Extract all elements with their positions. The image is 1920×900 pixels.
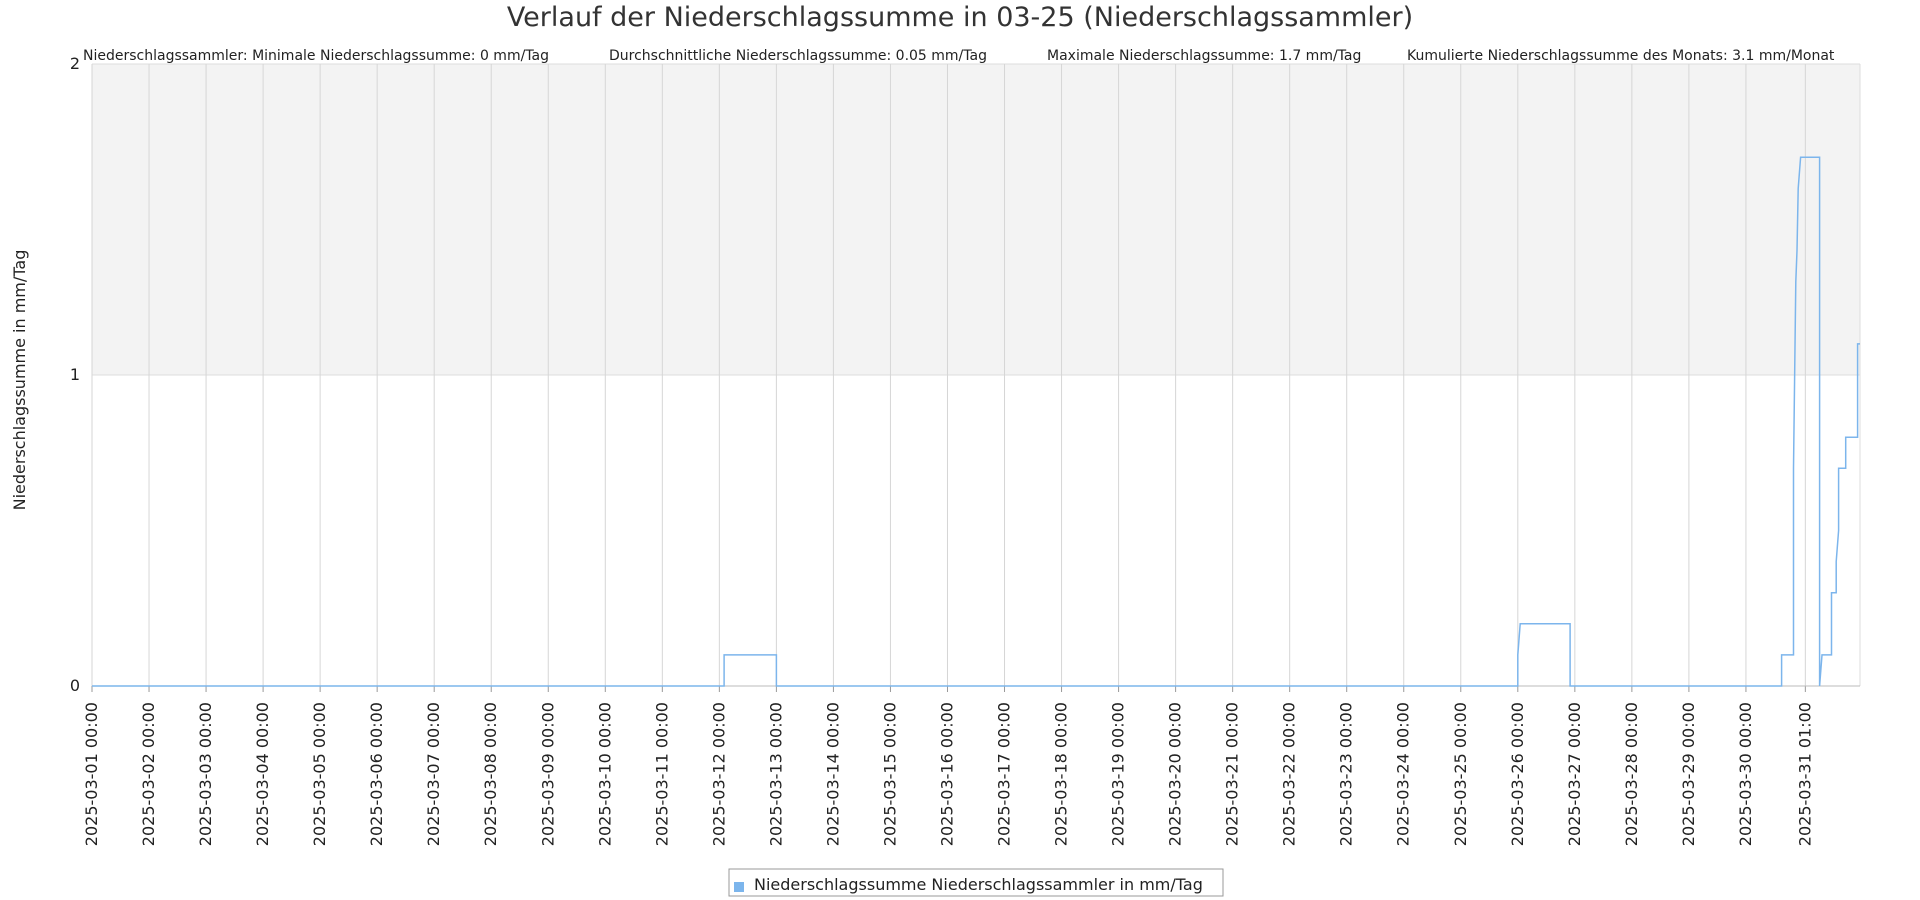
x-tick-label: 2025-03-21 00:00 — [1223, 702, 1242, 846]
x-tick-label: 2025-03-13 00:00 — [766, 702, 785, 846]
y-tick-label: 1 — [70, 365, 80, 384]
plot-band — [92, 64, 1860, 375]
x-tick-label: 2025-03-23 00:00 — [1337, 702, 1356, 846]
x-tick-label: 2025-03-26 00:00 — [1508, 702, 1527, 846]
x-tick-label: 2025-03-14 00:00 — [823, 702, 842, 846]
x-tick-label: 2025-03-28 00:00 — [1622, 702, 1641, 846]
y-axis: 0 1 2 — [70, 54, 80, 695]
x-tick-label: 2025-03-31 01:00 — [1795, 702, 1814, 846]
legend-swatch — [734, 882, 744, 892]
x-tick-label: 2025-03-22 00:00 — [1280, 702, 1299, 846]
x-tick-label: 2025-03-17 00:00 — [995, 702, 1014, 846]
x-tick-label: 2025-03-04 00:00 — [253, 702, 272, 846]
stat-min: Niederschlagssammler: Minimale Niedersch… — [83, 48, 549, 64]
x-tick-label: 2025-03-29 00:00 — [1679, 702, 1698, 846]
x-tick-label: 2025-03-24 00:00 — [1394, 702, 1413, 846]
y-axis-label: Niederschlagssumme in mm/Tag — [10, 250, 29, 511]
x-tick-label: 2025-03-12 00:00 — [709, 702, 728, 846]
x-tick-label: 2025-03-15 00:00 — [880, 702, 899, 846]
grid — [91, 63, 1861, 687]
stat-cumulative: Kumulierte Niederschlagssumme des Monats… — [1407, 48, 1835, 64]
x-tick-label: 2025-03-08 00:00 — [481, 702, 500, 846]
series-line — [92, 156, 1860, 687]
x-tick-label: 2025-03-05 00:00 — [310, 702, 329, 846]
stat-max: Maximale Niederschlagssumme: 1.7 mm/Tag — [1047, 48, 1361, 64]
legend[interactable]: Niederschlagssumme Niederschlagssammler … — [728, 868, 1224, 897]
legend-box — [728, 868, 1224, 897]
x-tick-label: 2025-03-10 00:00 — [595, 702, 614, 846]
legend-label: Niederschlagssumme Niederschlagssammler … — [754, 875, 1203, 894]
x-tick-label: 2025-03-09 00:00 — [538, 702, 557, 846]
y-tick-label: 2 — [70, 54, 80, 73]
y-tick-label: 0 — [70, 676, 80, 695]
x-tick-label: 2025-03-30 00:00 — [1736, 702, 1755, 846]
x-tick-label: 2025-03-06 00:00 — [367, 702, 386, 846]
x-tick-label: 2025-03-03 00:00 — [196, 702, 215, 846]
x-tick-label: 2025-03-01 00:00 — [82, 702, 101, 846]
x-tick-label: 2025-03-18 00:00 — [1052, 702, 1071, 846]
x-tick-label: 2025-03-02 00:00 — [139, 702, 158, 846]
x-tick-label: 2025-03-07 00:00 — [424, 702, 443, 846]
x-tick-label: 2025-03-19 00:00 — [1109, 702, 1128, 846]
x-tick-label: 2025-03-20 00:00 — [1166, 702, 1185, 846]
x-tick-label: 2025-03-27 00:00 — [1565, 702, 1584, 846]
x-tick-label: 2025-03-11 00:00 — [652, 702, 671, 846]
x-tick-label: 2025-03-16 00:00 — [937, 702, 956, 846]
stat-average: Durchschnittliche Niederschlagssumme: 0.… — [609, 48, 987, 64]
x-axis: 2025-03-01 00:00 2025-03-02 00:00 2025-03-… — [82, 685, 1860, 846]
chart-title: Verlauf der Niederschlagssumme in 03-25 … — [507, 2, 1413, 33]
x-tick-label: 2025-03-25 00:00 — [1451, 702, 1470, 846]
